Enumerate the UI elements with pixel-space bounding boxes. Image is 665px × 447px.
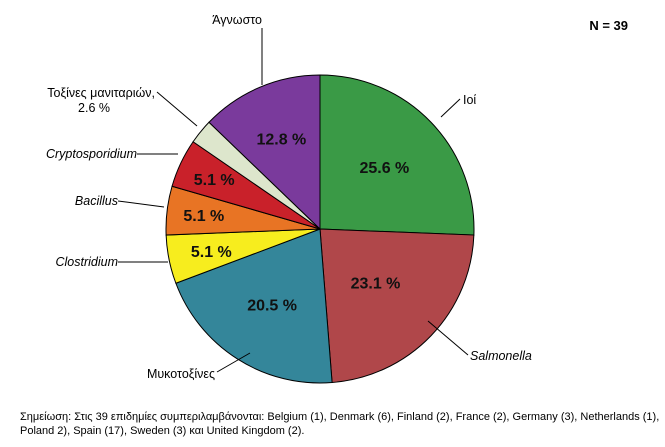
slice-category-label-line2: 2.6 %: [78, 101, 110, 115]
pie-chart: 25.6 %23.1 %20.5 %5.1 %5.1 %5.1 %12.8 % …: [46, 13, 628, 384]
category-labels: Ιοί Salmonella Μυκοτοξίνες Clostridium Bacil…: [46, 13, 532, 381]
leader-line: [117, 200, 165, 208]
sample-size-label: N = 39: [589, 18, 628, 33]
slice-percent-label: 5.1 %: [191, 244, 232, 261]
pie-slice: [175, 228, 333, 384]
slice-category-label: Τοξίνες μανιταριών,: [47, 86, 155, 100]
slice-percent-label: 23.1 %: [351, 275, 401, 292]
pie-slice: [319, 74, 475, 236]
leader-lines: [117, 28, 469, 373]
slice-category-label: Clostridium: [55, 255, 118, 269]
percent-labels: 25.6 % 23.1 % 20.5 % 5.1 % 5.1 % 5.1 % 12.8 %: [183, 131, 409, 314]
slice-percent-label: 20.5 %: [247, 297, 297, 314]
leader-line: [216, 352, 251, 373]
pie-slices: [165, 74, 475, 384]
slice-category-label: Bacillus: [75, 194, 118, 208]
slice-percent-label: 12.8 %: [256, 131, 306, 148]
slice-category-label: Μυκοτοξίνες: [147, 367, 215, 381]
leader-line: [440, 98, 461, 118]
slice-percent-label: 5.1 %: [183, 208, 224, 225]
slice-percent-label: 25.6 %: [359, 160, 409, 177]
footnote: Σημείωση: Στις 39 επιδημίες συμπεριλαμβά…: [20, 411, 660, 437]
slice-category-label: Salmonella: [470, 349, 532, 363]
slice-percent-label: 5.1 %: [194, 172, 235, 189]
pie-slice: [319, 228, 475, 384]
leader-line: [156, 91, 198, 127]
leader-line: [427, 320, 469, 356]
slice-category-label: Άγνωστο: [212, 13, 262, 27]
slice-category-label: Cryptosporidium: [46, 147, 137, 161]
slice-category-label: Ιοί: [463, 93, 476, 107]
pie-slice: [208, 74, 321, 231]
